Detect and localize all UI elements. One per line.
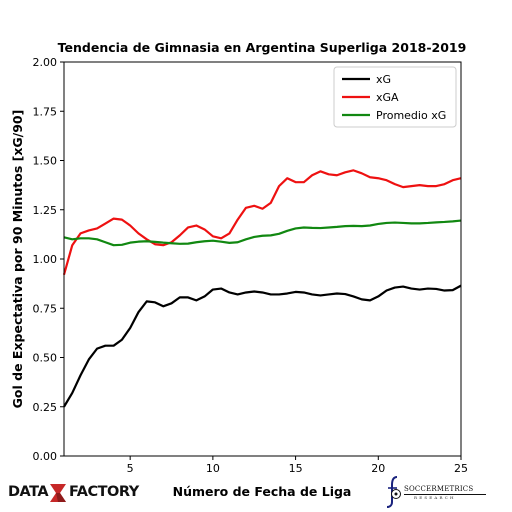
y-tick-label: 1.25 <box>33 204 58 217</box>
y-tick-label: 1.75 <box>33 105 58 118</box>
x-tick-label: 25 <box>454 462 468 475</box>
y-tick-label: 0.50 <box>33 352 58 365</box>
soccermetrics-name: SOCCERMETRICS <box>404 485 474 493</box>
series-line-promedio-xg <box>63 219 462 247</box>
y-tick-label: 0.75 <box>33 302 58 315</box>
y-axis-label: Gol de Expectativa por 90 Minutos [xG/90… <box>10 110 25 409</box>
soccermetrics-mark-icon <box>386 476 401 508</box>
x-axis-label: Número de Fecha de Liga <box>173 484 352 499</box>
soccermetrics-sub: RESEARCH <box>414 495 456 500</box>
y-tick-label: 1.00 <box>33 253 58 266</box>
y-tick-label: 0.25 <box>33 401 58 414</box>
datafactory-logo-text-2: FACTORY <box>69 484 139 500</box>
y-tick-label: 2.00 <box>33 56 58 69</box>
x-tick-label: 5 <box>127 462 134 475</box>
legend-label: xG <box>376 73 391 86</box>
plot-area: 0.00 0.25 0.50 0.75 1.00 1.25 1.50 1.75 2.00 5 10 1… <box>33 56 469 475</box>
series-line-xg <box>63 284 462 408</box>
soccermetrics-logo: SOCCERMETRICS RESEARCH <box>384 474 488 508</box>
y-tick-label: 0.00 <box>33 450 58 463</box>
x-tick-label: 15 <box>289 462 303 475</box>
soccermetrics-rule <box>404 494 486 495</box>
x-tick-label: 10 <box>206 462 220 475</box>
datafactory-mark-icon <box>50 484 66 502</box>
legend-box <box>333 66 457 128</box>
legend-label: Promedio xG <box>376 109 446 122</box>
legend-label: xGA <box>376 91 399 104</box>
series-line-xga <box>62 169 462 276</box>
datafactory-logo-text-1: DATA <box>8 484 49 500</box>
y-tick-label: 1.50 <box>33 155 58 168</box>
chart-title: Tendencia de Gimnasia en Argentina Super… <box>58 40 467 55</box>
x-tick-label: 20 <box>371 462 385 475</box>
